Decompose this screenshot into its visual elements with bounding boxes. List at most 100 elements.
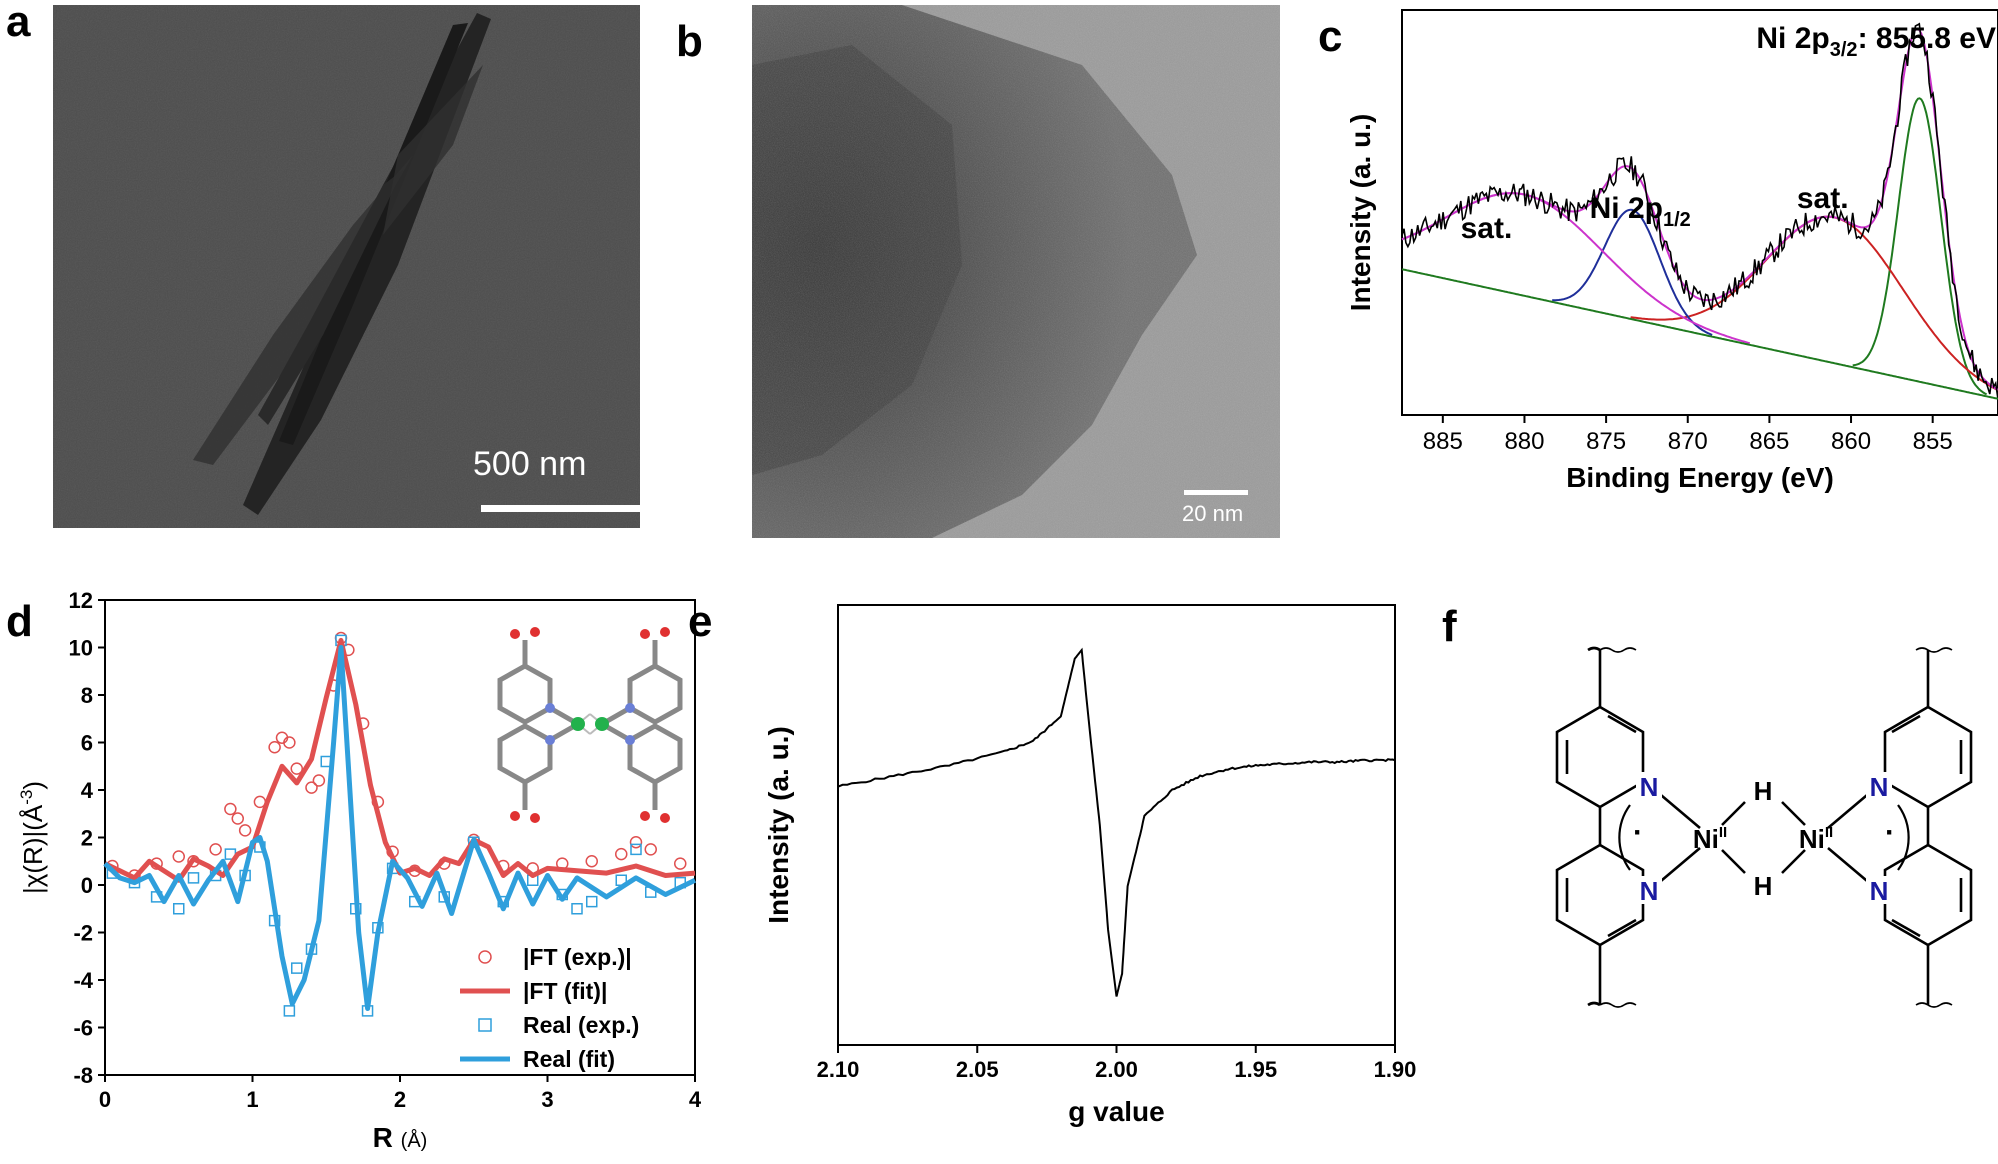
y-tick-label: 2: [81, 826, 93, 851]
plot-frame: [837, 604, 1396, 1046]
x-tick-label: 3: [541, 1087, 553, 1112]
y-tick-label: 10: [69, 636, 93, 661]
fit-peak: [1852, 97, 1988, 396]
tem-image: 20 nm: [752, 5, 1280, 538]
xps-data-line: [1401, 22, 1998, 398]
x-tick-label: 865: [1749, 428, 1789, 455]
x-tick-label: 855: [1913, 428, 1953, 455]
x-tick-label: 4: [689, 1087, 702, 1112]
x-tick-label: 2.00: [1095, 1057, 1138, 1082]
y-tick-label: -6: [73, 1016, 93, 1041]
x-tick-label: 860: [1831, 428, 1871, 455]
real-exp-point: [173, 903, 185, 915]
epr-signal-line: [837, 647, 1396, 997]
ft-exp-point: [231, 812, 244, 825]
x-tick-label: 1: [246, 1087, 258, 1112]
y-tick-label: 12: [69, 588, 93, 613]
peak-annotation: sat.: [1797, 182, 1849, 215]
fit-envelope: [1401, 27, 1998, 391]
ft-exp-point: [290, 762, 303, 775]
real-exp-point: [283, 1005, 296, 1017]
ft-exp-point: [268, 741, 281, 754]
ft-exp-point: [224, 802, 237, 816]
ft-exp-point: [312, 774, 326, 787]
x-axis-label: R (Å): [373, 1122, 428, 1153]
ft-exp-point: [644, 843, 657, 856]
atom-ni: NiII: [1799, 824, 1833, 854]
y-axis-label: Intensity (a. u.): [763, 726, 794, 924]
x-tick-label: 1.90: [1374, 1057, 1417, 1082]
y-tick-label: 8: [81, 683, 93, 708]
radical-dot: ·: [1885, 816, 1895, 849]
inset-molecule: [497, 627, 683, 823]
x-tick-label: 0: [99, 1087, 111, 1112]
epr-chart: 2.10 2.05 2.00 1.95 1.90 g value Intensity (a.…: [763, 604, 1417, 1127]
y-tick-label: -4: [73, 968, 93, 993]
ft-exp-point: [585, 855, 598, 868]
ft-exp-point: [615, 847, 628, 861]
atom-ni: NiII: [1693, 824, 1727, 854]
fit-peak: [1630, 215, 1998, 392]
atom-n: N: [1640, 772, 1659, 802]
ft-exp-point: [305, 781, 318, 794]
y-tick-label: -2: [73, 921, 93, 946]
atom-h: H: [1754, 871, 1773, 901]
x-tick-label: 875: [1586, 428, 1626, 455]
y-axis-label: |χ(R)|(Å-3): [17, 781, 48, 894]
legend-marker: [478, 950, 492, 964]
panel-letter-e: e: [688, 597, 713, 646]
structure-diagram: N N N N H H NiII NiII · ·: [1555, 646, 1973, 1008]
xps-chart: 885 880 875 870 865 860 855 Binding Energy (eV)…: [1345, 9, 1998, 493]
ft-exp-point: [209, 843, 222, 856]
legend-label: |FT (exp.)|: [523, 944, 632, 970]
x-tick-label: 880: [1504, 428, 1544, 455]
x-axis-label: g value: [1068, 1096, 1164, 1127]
x-axis-label: Binding Energy (eV): [1566, 462, 1834, 493]
panel-letter-c: c: [1318, 12, 1343, 61]
radical-dot: ·: [1633, 816, 1643, 849]
panel-letter-f: f: [1442, 602, 1457, 651]
peak-annotation: Ni 2p1/2: [1590, 192, 1691, 231]
y-tick-label: -8: [73, 1063, 93, 1088]
fit-peak: [1552, 208, 1713, 336]
legend-label: |FT (fit)|: [523, 978, 607, 1004]
y-axis-label: Intensity (a. u.): [1345, 114, 1376, 312]
atom-n: N: [1870, 876, 1889, 906]
x-tick-label: 2.10: [817, 1057, 860, 1082]
plot-frame: [1401, 9, 1998, 416]
real-exp-point: [586, 895, 598, 908]
scale-bar-b: [1184, 490, 1248, 495]
background-line: [1401, 268, 1998, 400]
x-tick-label: 1.95: [1234, 1057, 1277, 1082]
legend-marker: [478, 1018, 492, 1032]
nanosheet-stack: [193, 13, 491, 515]
x-tick-label: 2: [394, 1087, 406, 1112]
ft-exp-point: [238, 824, 252, 837]
real-exp-point: [630, 843, 642, 856]
real-fit-line: [103, 645, 697, 1011]
legend-label: Real (exp.): [523, 1012, 639, 1038]
panel-letter-a: a: [6, 0, 31, 46]
atom-h: H: [1754, 776, 1773, 806]
peak-annotation: sat.: [1461, 212, 1513, 245]
x-tick-label: 885: [1423, 428, 1463, 455]
ft-exp-point: [629, 836, 643, 849]
x-tick-label: 2.05: [956, 1057, 999, 1082]
ft-exp-point: [172, 850, 185, 863]
x-tick-label: 870: [1668, 428, 1708, 455]
ft-fit-line: [103, 637, 696, 883]
real-exp-point: [187, 872, 200, 884]
y-tick-label: 4: [81, 778, 94, 803]
ft-exp-point: [674, 857, 687, 870]
scale-bar-a: [481, 505, 640, 512]
ft-exp-point: [283, 736, 296, 749]
panel-letter-b: b: [676, 17, 703, 66]
panel-letter-d: d: [6, 597, 33, 646]
legend-label: Real (fit): [523, 1046, 615, 1072]
y-tick-label: 6: [81, 731, 93, 756]
y-tick-label: 0: [81, 873, 93, 898]
atom-n: N: [1870, 772, 1889, 802]
atom-n: N: [1640, 876, 1659, 906]
scale-bar-label-a: 500 nm: [473, 445, 587, 483]
